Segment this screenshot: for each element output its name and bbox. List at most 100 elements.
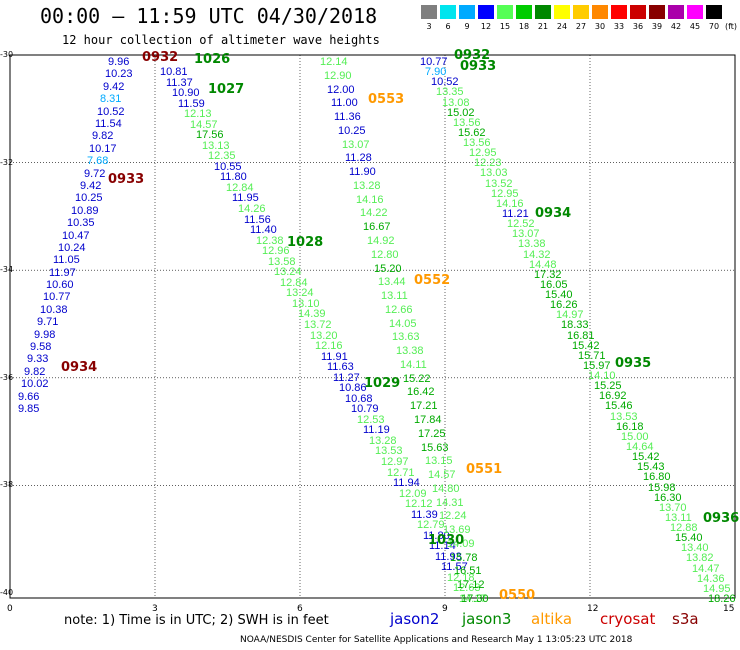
wave-height-value: 12.23 bbox=[474, 157, 502, 169]
satellite-name: jason2 bbox=[390, 610, 440, 628]
pass-time-label: 0551 bbox=[466, 462, 503, 477]
wave-height-value: 14.10 bbox=[588, 370, 616, 382]
wave-height-value: 17.25 bbox=[418, 428, 446, 440]
wave-height-value: 13.24 bbox=[274, 266, 302, 278]
wave-height-value: 14.32 bbox=[523, 249, 551, 261]
page-title: 00:00 – 11:59 UTC 04/30/2018 bbox=[40, 4, 378, 28]
wave-height-value: 11.80 bbox=[423, 530, 450, 542]
wave-height-value: 14.57 bbox=[428, 469, 456, 481]
wave-height-value: 13.70 bbox=[659, 502, 687, 514]
wave-height-value: 14.17 bbox=[459, 593, 487, 605]
wave-height-value: 16.51 bbox=[454, 565, 482, 577]
wave-height-value: 9.82 bbox=[92, 130, 114, 142]
pass-time-label: 0932 bbox=[454, 48, 491, 63]
wave-height-value: 7.68 bbox=[87, 155, 109, 167]
wave-height-value: 13.07 bbox=[342, 139, 370, 151]
legend-label: 45 bbox=[689, 22, 701, 31]
map-frame bbox=[9, 54, 736, 599]
wave-height-value: 13.38 bbox=[518, 238, 546, 250]
wave-height-value: 9.71 bbox=[37, 316, 59, 328]
wave-height-value: 10.55 bbox=[214, 161, 242, 173]
wave-height-value: 14.80 bbox=[432, 483, 460, 495]
wave-height-value: 12.84 bbox=[226, 182, 254, 194]
satellite-name: altika bbox=[531, 610, 573, 628]
wave-height-value: 14.47 bbox=[692, 563, 720, 575]
wave-height-value: 10.17 bbox=[89, 143, 117, 155]
pass-time-label: 0933 bbox=[460, 59, 497, 74]
wave-height-value: 9.58 bbox=[30, 341, 52, 353]
wave-height-value: 7.90 bbox=[425, 66, 447, 78]
wave-height-value: 8.31 bbox=[100, 93, 122, 105]
wave-height-value: 11.57 bbox=[441, 561, 468, 573]
legend-label: 18 bbox=[518, 22, 530, 31]
wave-height-value: 10.79 bbox=[351, 403, 379, 415]
wave-height-value: 9.72 bbox=[84, 168, 106, 180]
wave-height-value: 10.77 bbox=[43, 291, 71, 303]
pass-time-label: 0933 bbox=[108, 172, 145, 187]
wave-height-value: 12.52 bbox=[507, 218, 535, 230]
wave-height-value: 9.85 bbox=[18, 403, 40, 415]
legend-label: 21 bbox=[537, 22, 549, 31]
wave-height-value: 13.58 bbox=[268, 256, 296, 268]
wave-height-value: 12.09 bbox=[399, 488, 427, 500]
wave-height-value: 13.20 bbox=[310, 330, 338, 342]
wave-height-value: 17.32 bbox=[534, 269, 562, 281]
pass-time-label: 1028 bbox=[287, 235, 324, 250]
wave-height-value: 11.37 bbox=[166, 77, 193, 89]
wave-height-value: 15.02 bbox=[447, 107, 475, 119]
wave-height-value: 15.78 bbox=[450, 552, 478, 564]
wave-height-value: 16.42 bbox=[407, 386, 435, 398]
legend-swatch bbox=[516, 5, 532, 19]
wave-height-value: 15.22 bbox=[403, 373, 431, 385]
wave-height-value: 15.63 bbox=[421, 442, 449, 454]
wave-height-value: 12.95 bbox=[491, 188, 519, 200]
legend-swatch bbox=[687, 5, 703, 19]
legend-unit: (ft) bbox=[724, 22, 738, 31]
wave-height-value: 11.59 bbox=[178, 98, 205, 110]
wave-height-value: 11.97 bbox=[49, 267, 76, 279]
wave-height-value: 14.97 bbox=[556, 309, 584, 321]
wave-height-value: 10.38 bbox=[40, 304, 68, 316]
wave-height-value: 13.13 bbox=[202, 140, 230, 152]
wave-height-value: 10.52 bbox=[431, 76, 459, 88]
wave-height-value: 11.00 bbox=[331, 97, 358, 109]
wave-height-value: 11.21 bbox=[502, 208, 529, 220]
pass-time-label: 1026 bbox=[194, 52, 231, 67]
wave-height-value: 15.71 bbox=[578, 350, 606, 362]
longitude-label: 6 bbox=[297, 604, 303, 614]
wave-height-value: 15.98 bbox=[648, 482, 676, 494]
legend-swatch bbox=[440, 5, 456, 19]
wave-height-value: 14.64 bbox=[626, 441, 654, 453]
wave-height-value: 13.24 bbox=[286, 287, 314, 299]
wave-height-value: 13.15 bbox=[425, 455, 453, 467]
satellite-name: s3a bbox=[672, 610, 699, 628]
wave-height-value: 17.12 bbox=[457, 579, 485, 591]
wave-height-value: 15.00 bbox=[621, 431, 649, 443]
wave-height-value: 11.56 bbox=[244, 214, 271, 226]
wave-height-value: 13.10 bbox=[292, 298, 320, 310]
legend-label: 39 bbox=[651, 22, 663, 31]
legend-label: 33 bbox=[613, 22, 625, 31]
wave-height-value: 12.12 bbox=[405, 498, 433, 510]
latitude-label: -34 bbox=[0, 265, 14, 275]
wave-height-value: 13.82 bbox=[686, 552, 714, 564]
wave-height-value: 9.33 bbox=[27, 353, 49, 365]
wave-height-value: 11.36 bbox=[334, 111, 361, 123]
wave-height-value: 14.16 bbox=[496, 198, 524, 210]
legend-label: 24 bbox=[556, 22, 568, 31]
wave-height-value: 11.80 bbox=[220, 171, 247, 183]
wave-height-value: 13.53 bbox=[610, 411, 638, 423]
wave-height-value: 16.81 bbox=[567, 330, 595, 342]
wave-height-value: 13.56 bbox=[453, 117, 481, 129]
wave-height-value: 13.52 bbox=[485, 178, 513, 190]
wave-height-value: 10.86 bbox=[339, 382, 367, 394]
wave-height-value: 16.80 bbox=[643, 471, 671, 483]
wave-height-value: 15.43 bbox=[637, 461, 665, 473]
legend-swatch bbox=[649, 5, 665, 19]
wave-height-value: 12.35 bbox=[208, 150, 236, 162]
satellite-name: jason3 bbox=[462, 610, 512, 628]
wave-height-value: 14.11 bbox=[400, 359, 427, 371]
wave-height-value: 13.07 bbox=[512, 228, 540, 240]
wave-height-value: 11.90 bbox=[349, 166, 376, 178]
wave-height-value: 16.30 bbox=[654, 492, 682, 504]
